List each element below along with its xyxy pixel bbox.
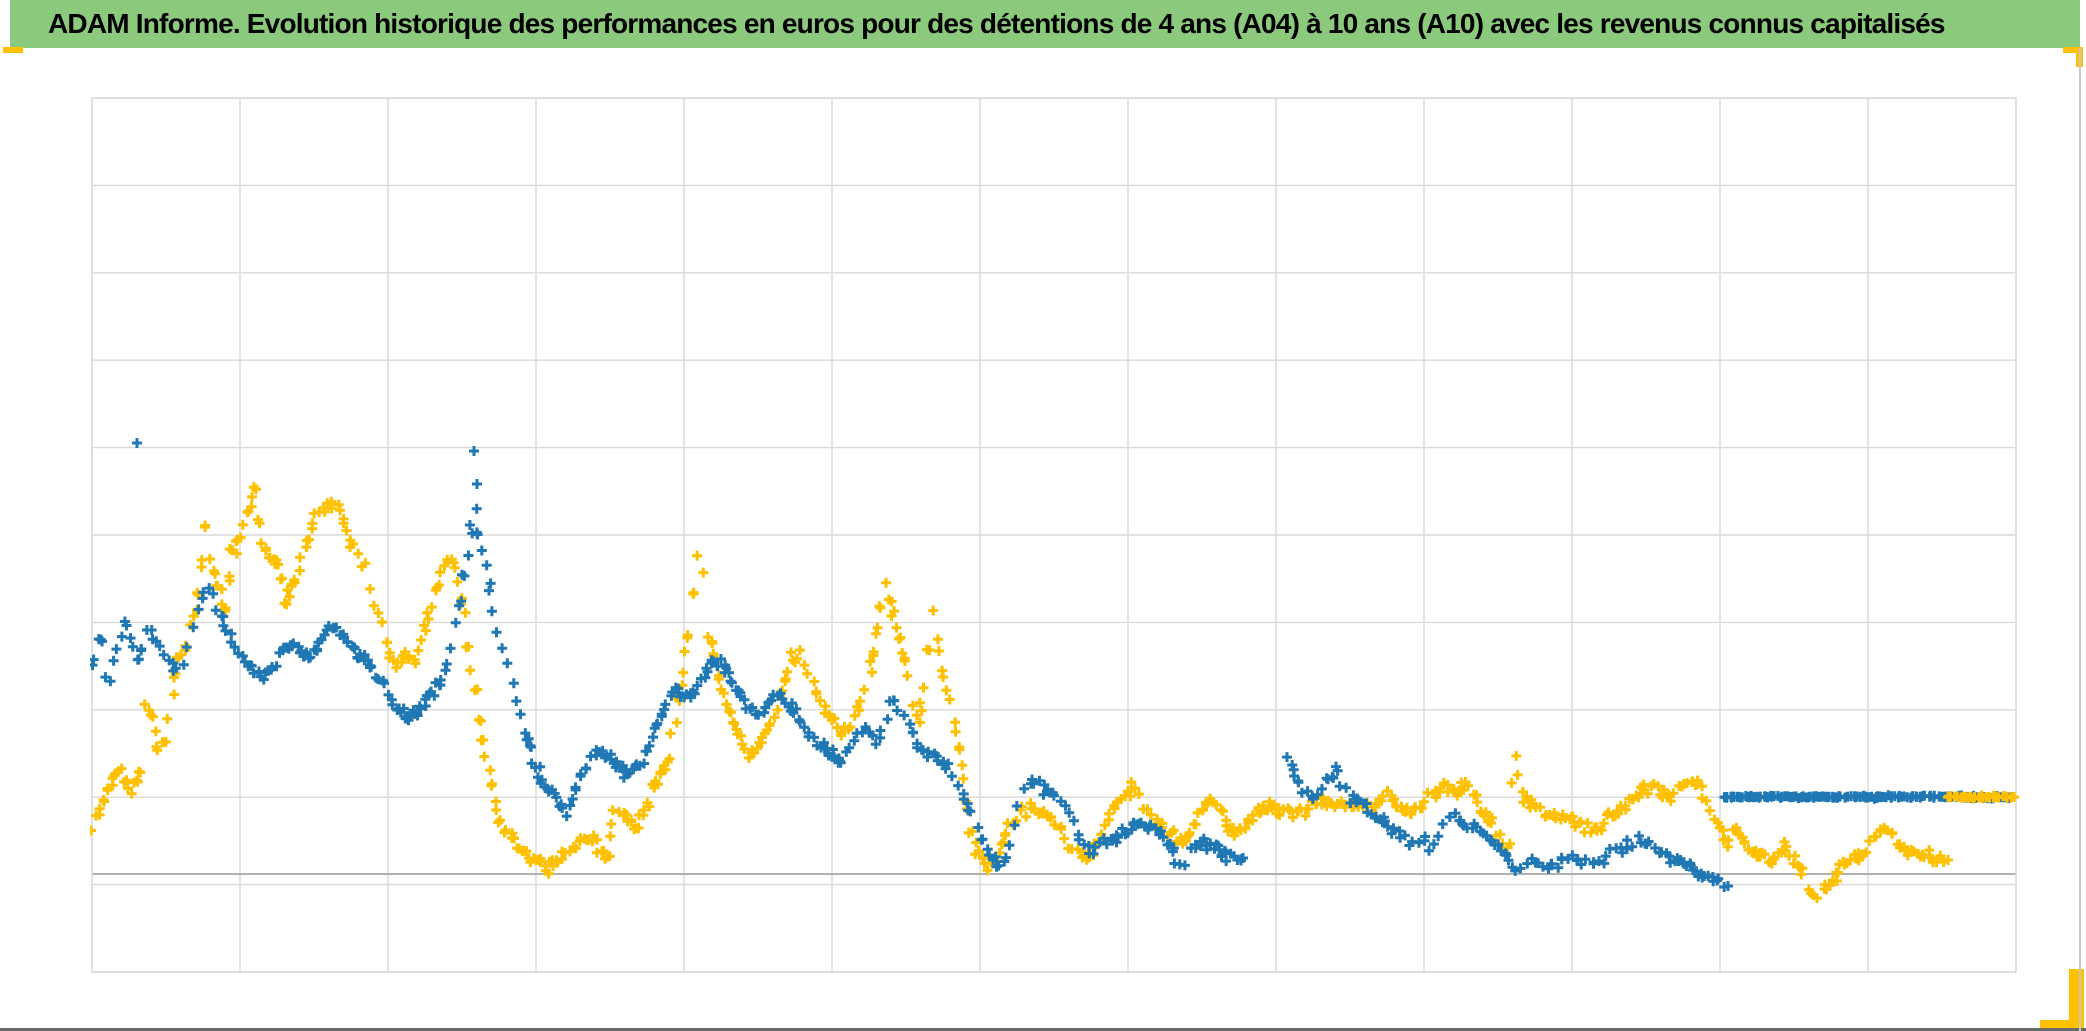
bottom-border-line — [0, 1028, 2086, 1031]
corner-accent-top-right — [2063, 47, 2083, 53]
right-border-line — [2079, 48, 2081, 1031]
chart-title-bar: ADAM Informe. Evolution historique des p… — [10, 0, 2080, 48]
series-gold-main — [90, 482, 1953, 904]
chart-title: ADAM Informe. Evolution historique des p… — [48, 8, 1945, 39]
series-blue — [90, 438, 2017, 892]
series-gold-flat — [1943, 790, 2019, 804]
corner-accent-bottom-right-foot — [2040, 1020, 2084, 1031]
corner-accent-top-left — [3, 47, 23, 53]
